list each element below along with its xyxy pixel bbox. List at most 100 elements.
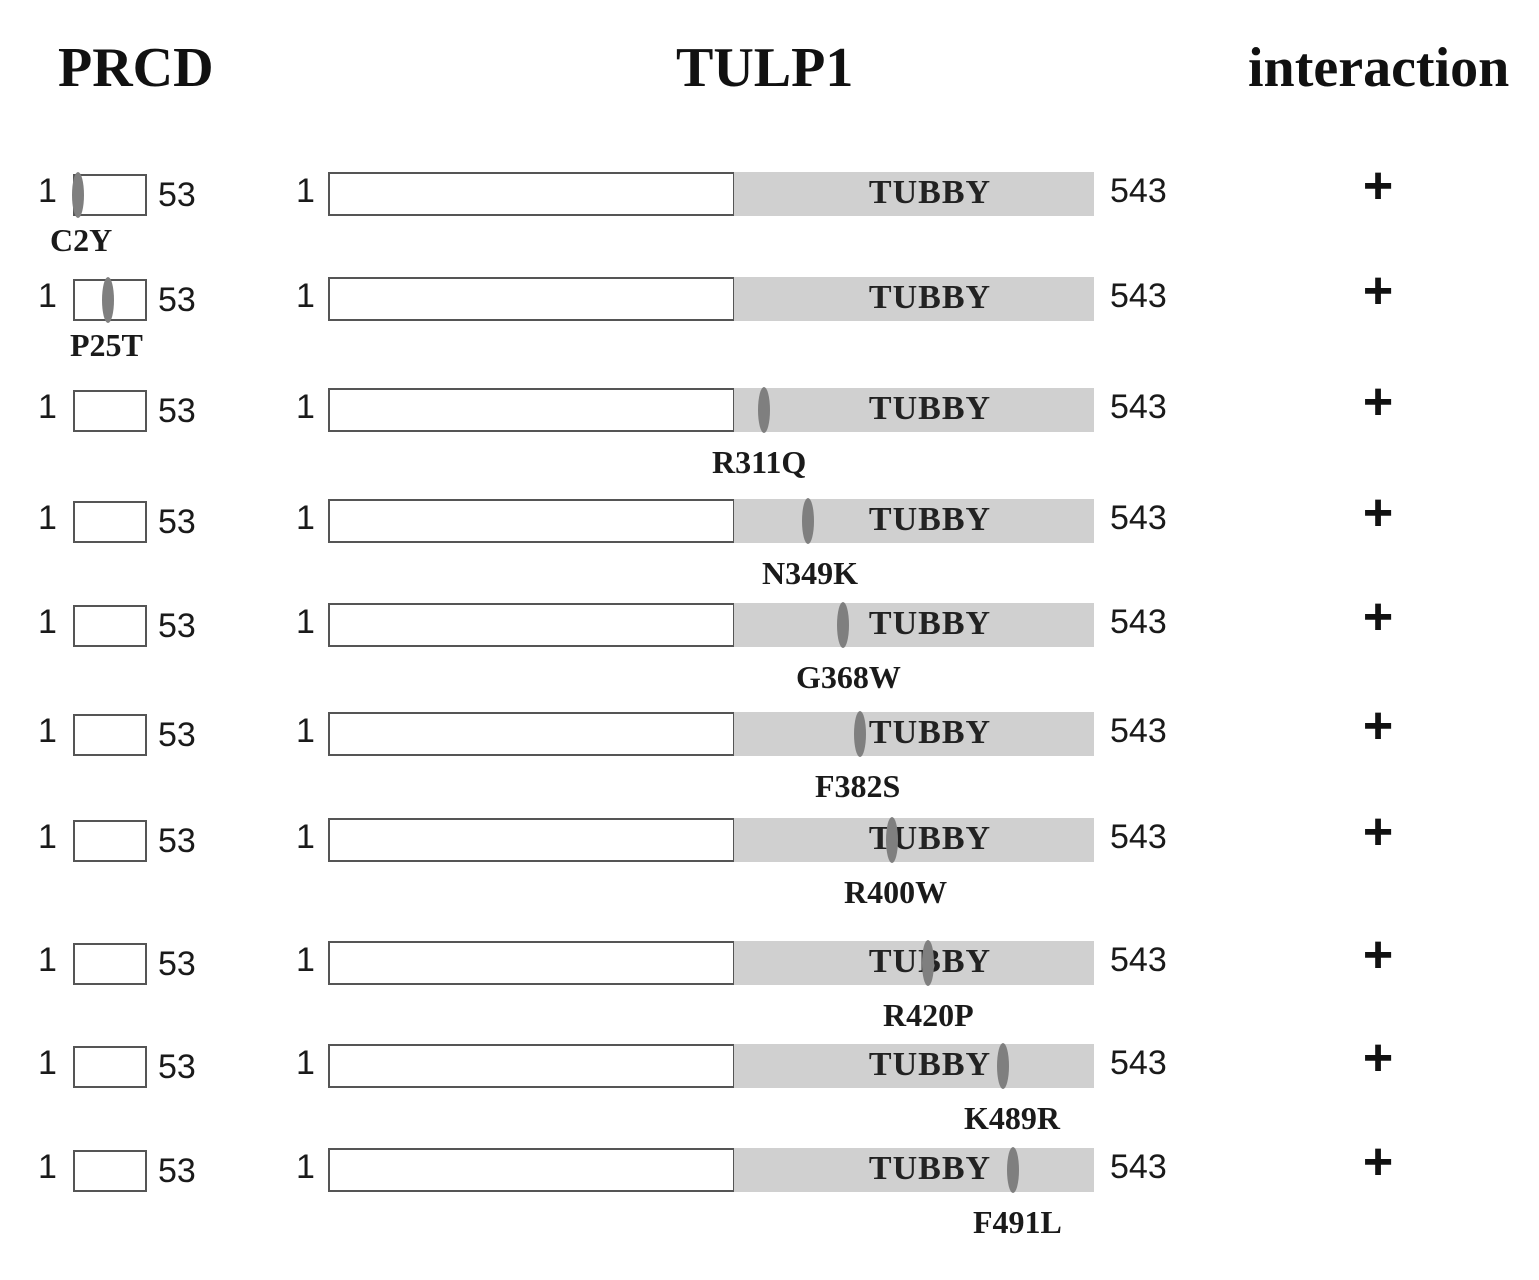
- tulp1-n-terminal-region: [328, 941, 735, 985]
- mutation-label: F491L: [973, 1204, 1062, 1240]
- tulp1-end-number: 543: [1110, 499, 1167, 537]
- interaction-result: +: [1362, 926, 1394, 984]
- mutation-label: R420P: [883, 997, 974, 1033]
- mutation-marker: [997, 1043, 1009, 1089]
- construct-row: 1 53 1 TUBBY 543 + F382S: [0, 700, 1539, 822]
- prcd-start-number: 1: [38, 277, 57, 315]
- prcd-end-number: 53: [158, 281, 196, 319]
- tulp1-n-terminal-region: [328, 388, 735, 432]
- tulp1-end-number: 543: [1110, 1044, 1167, 1082]
- tubby-domain-label: TUBBY: [868, 714, 992, 751]
- mutation-label: C2Y: [50, 222, 113, 258]
- tubby-domain: [734, 603, 1094, 647]
- mutation-label: P25T: [70, 327, 143, 363]
- mutation-marker: [922, 940, 934, 986]
- construct-row: 1 53 1 TUBBY 543 + G368W: [0, 591, 1539, 713]
- mutation-label: N349K: [762, 555, 858, 591]
- prcd-end-number: 53: [158, 1048, 196, 1086]
- tubby-domain-label: TUBBY: [868, 605, 992, 642]
- tubby-domain: [734, 499, 1094, 543]
- prcd-protein-box: [73, 714, 147, 756]
- prcd-end-number: 53: [158, 716, 196, 754]
- tubby-domain: [734, 1044, 1094, 1088]
- prcd-start-number: 1: [38, 1148, 57, 1186]
- prcd-end-number: 53: [158, 176, 196, 214]
- tulp1-n-terminal-region: [328, 1148, 735, 1192]
- construct-row: 1 53 1 TUBBY 543 + F491L: [0, 1136, 1539, 1258]
- prcd-end-number: 53: [158, 503, 196, 541]
- tulp1-start-number: 1: [296, 277, 315, 315]
- prcd-protein-box: [73, 605, 147, 647]
- tulp1-n-terminal-region: [328, 499, 735, 543]
- tubby-domain-label: TUBBY: [868, 1046, 992, 1083]
- tulp1-n-terminal-region: [328, 277, 735, 321]
- prcd-protein-box: [73, 174, 147, 216]
- interaction-result: +: [1362, 157, 1394, 215]
- tulp1-start-number: 1: [296, 603, 315, 641]
- mutation-marker: [1007, 1147, 1019, 1193]
- header-interaction: interaction: [1248, 37, 1510, 99]
- prcd-end-number: 53: [158, 945, 196, 983]
- prcd-end-number: 53: [158, 822, 196, 860]
- tubby-domain: [734, 277, 1094, 321]
- prcd-end-number: 53: [158, 607, 196, 645]
- tulp1-n-terminal-region: [328, 712, 735, 756]
- interaction-result: +: [1362, 262, 1394, 320]
- construct-row: 1 53 1 TUBBY 543 + C2Y: [0, 160, 1539, 282]
- tulp1-n-terminal-region: [328, 172, 735, 216]
- tulp1-end-number: 543: [1110, 818, 1167, 856]
- construct-row: 1 53 1 TUBBY 543 + R400W: [0, 806, 1539, 928]
- tulp1-start-number: 1: [296, 388, 315, 426]
- tulp1-end-number: 543: [1110, 712, 1167, 750]
- prcd-start-number: 1: [38, 941, 57, 979]
- construct-row: 1 53 1 TUBBY 543 + R311Q: [0, 376, 1539, 498]
- interaction-result: +: [1362, 588, 1394, 646]
- mutation-marker: [837, 602, 849, 648]
- tulp1-start-number: 1: [296, 499, 315, 537]
- tubby-domain-label: TUBBY: [868, 1150, 992, 1187]
- prcd-end-number: 53: [158, 1152, 196, 1190]
- tubby-domain: [734, 818, 1094, 862]
- header-prcd: PRCD: [58, 37, 214, 99]
- construct-row: 1 53 1 TUBBY 543 + N349K: [0, 487, 1539, 609]
- interaction-result: +: [1362, 484, 1394, 542]
- tubby-domain-label: TUBBY: [868, 390, 992, 427]
- tulp1-end-number: 543: [1110, 1148, 1167, 1186]
- tubby-domain-label: TUBBY: [868, 501, 992, 538]
- prcd-start-number: 1: [38, 388, 57, 426]
- mutation-marker: [802, 498, 814, 544]
- tubby-domain-label: TUBBY: [868, 279, 992, 316]
- tulp1-n-terminal-region: [328, 603, 735, 647]
- tubby-domain: [734, 712, 1094, 756]
- tubby-domain-label: TUBBY: [868, 174, 992, 211]
- tulp1-start-number: 1: [296, 712, 315, 750]
- interaction-result: +: [1362, 1029, 1394, 1087]
- interaction-result: +: [1362, 1133, 1394, 1191]
- tubby-domain: [734, 172, 1094, 216]
- tulp1-end-number: 543: [1110, 388, 1167, 426]
- mutation-label: R311Q: [712, 444, 807, 480]
- mutation-marker: [854, 711, 866, 757]
- tubby-domain-label: TUBBY: [868, 820, 992, 857]
- tulp1-end-number: 543: [1110, 603, 1167, 641]
- prcd-protein-box: [73, 1046, 147, 1088]
- prcd-protein-box: [73, 943, 147, 985]
- construct-row: 1 53 1 TUBBY 543 + K489R: [0, 1032, 1539, 1154]
- mutation-label: R400W: [844, 874, 948, 910]
- tulp1-start-number: 1: [296, 1148, 315, 1186]
- mutation-marker: [102, 277, 114, 323]
- tulp1-start-number: 1: [296, 818, 315, 856]
- construct-row: 1 53 1 TUBBY 543 + P25T: [0, 265, 1539, 387]
- prcd-start-number: 1: [38, 603, 57, 641]
- interaction-result: +: [1362, 373, 1394, 431]
- prcd-protein-box: [73, 1150, 147, 1192]
- tulp1-end-number: 543: [1110, 277, 1167, 315]
- prcd-start-number: 1: [38, 712, 57, 750]
- tubby-domain: [734, 1148, 1094, 1192]
- prcd-start-number: 1: [38, 818, 57, 856]
- mutation-label: F382S: [815, 768, 901, 804]
- tubby-domain: [734, 941, 1094, 985]
- mutation-label: G368W: [796, 659, 901, 695]
- tulp1-start-number: 1: [296, 1044, 315, 1082]
- tulp1-start-number: 1: [296, 941, 315, 979]
